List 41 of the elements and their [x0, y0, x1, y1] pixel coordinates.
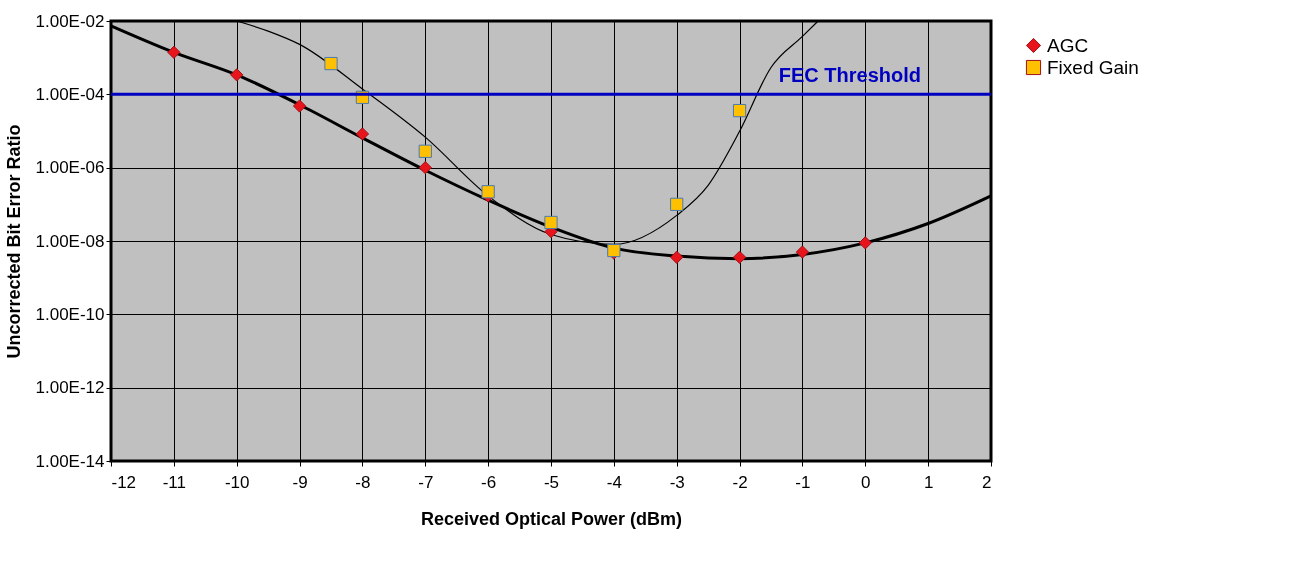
x-tick-label: -9	[292, 472, 308, 492]
y-tick-label: 1.00E-12	[35, 378, 105, 398]
point	[544, 215, 558, 230]
x-tick-label: -3	[669, 472, 685, 492]
x-tick-label: -12	[111, 472, 137, 492]
x-tick-label: -7	[418, 472, 434, 492]
point	[858, 236, 872, 250]
y-axis-title: Uncorrected Bit Error Ratio	[3, 124, 24, 359]
legend-label: Fixed Gain	[1047, 56, 1139, 78]
point	[481, 185, 495, 199]
point	[670, 197, 684, 211]
point	[324, 56, 338, 71]
point	[795, 245, 810, 259]
y-tick-label: 1.00E-06	[35, 158, 105, 178]
point	[732, 103, 747, 118]
x-tick-label: 0	[861, 472, 871, 492]
y-tick-label: 1.00E-02	[35, 11, 105, 31]
y-tick-label: 1.00E-04	[35, 84, 105, 104]
point	[355, 127, 370, 141]
point	[167, 45, 181, 59]
point	[292, 99, 307, 113]
x-tick-label: -11	[162, 472, 187, 492]
y-tick-label: 1.00E-10	[35, 304, 105, 324]
point	[418, 161, 432, 175]
x-tick-label: -1	[795, 472, 811, 492]
point	[670, 250, 684, 264]
y-tick-label: 1.00E-14	[35, 451, 105, 471]
point	[230, 68, 244, 82]
y-tick-label: 1.00E-08	[35, 231, 105, 251]
point	[732, 250, 747, 264]
x-tick-label: -2	[732, 472, 748, 492]
x-tick-label: -5	[543, 472, 560, 492]
x-axis-title: Received Optical Power (dBm)	[420, 508, 683, 529]
x-tick-label: -10	[224, 472, 250, 492]
x-tick-label: -8	[355, 472, 371, 492]
point	[418, 144, 432, 158]
legend-label: AGC	[1047, 34, 1089, 56]
x-tick-label: -4	[606, 472, 622, 492]
x-tick-label: 1	[923, 472, 934, 492]
x-tick-label: 2	[982, 472, 992, 492]
x-tick-label: -6	[481, 472, 497, 492]
